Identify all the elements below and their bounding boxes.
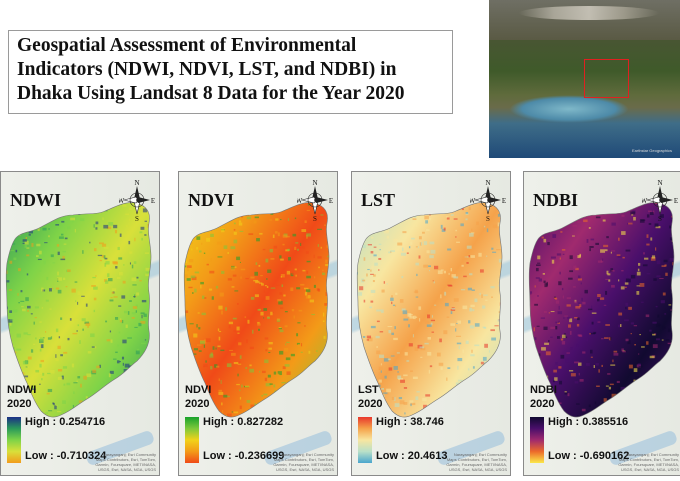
overview-delta (509, 95, 629, 123)
svg-text:E: E (151, 197, 155, 205)
svg-text:S: S (135, 215, 139, 222)
lst-map-panel: LST N S W E LST 2020 High : 38.746 Low : 20.4613… (351, 171, 511, 476)
svg-text:N: N (312, 179, 317, 187)
overview-credit: Earthstar Geographics (631, 148, 672, 153)
legend-color-ramp (7, 417, 21, 463)
legend-low: Low : -0.710324 (25, 450, 107, 462)
svg-text:S: S (486, 215, 490, 222)
lst-title: LST (361, 190, 396, 210)
legend-title: NDVI (185, 384, 212, 396)
map-credit: Narayanganj; Esri Community Maps Contrib… (618, 452, 679, 472)
svg-text:E: E (502, 197, 506, 205)
map-title-box: Geospatial Assessment of Environmental I… (8, 30, 453, 114)
legend-year: 2020 (530, 398, 555, 410)
svg-text:W: W (470, 197, 476, 205)
legend-high: High : 38.746 (376, 416, 444, 428)
legend-color-ramp (185, 417, 199, 463)
svg-text:E: E (329, 197, 333, 205)
ndvi-raster (183, 202, 330, 418)
study-area-box (584, 59, 629, 98)
legend-title: LST (358, 384, 379, 396)
legend-title: NDBI (530, 384, 557, 396)
legend-title: NDWI (7, 384, 37, 396)
north-arrow-icon: N S W E (297, 179, 333, 222)
map-credit: Narayanganj; Esri Community Maps Contrib… (273, 452, 334, 472)
legend-low: Low : -0.690162 (548, 450, 630, 462)
svg-text:W: W (119, 197, 125, 205)
svg-text:W: W (642, 197, 648, 205)
ndwi-title: NDWI (10, 190, 62, 210)
svg-text:N: N (134, 179, 139, 187)
legend-color-ramp (530, 417, 544, 463)
svg-text:E: E (674, 197, 678, 205)
legend-high: High : 0.385516 (548, 416, 629, 428)
map-credit: Narayanganj; Esri Community Maps Contrib… (446, 452, 507, 472)
ndvi-map-panel: NDVI N S W E NDVI 2020 High : 0.827282 Low : -0.… (178, 171, 338, 476)
ndbi-title: NDBI (533, 190, 579, 210)
north-arrow-icon: N S W E (119, 179, 155, 222)
svg-text:N: N (485, 179, 490, 187)
svg-text:N: N (657, 179, 662, 187)
legend-high: High : 0.254716 (25, 416, 106, 428)
map-credit: Narayanganj; Esri Community Maps Contrib… (95, 452, 156, 472)
legend-year: 2020 (7, 398, 32, 410)
ndvi-title: NDVI (188, 190, 235, 210)
legend-low: Low : 20.4613 (376, 450, 448, 462)
legend-high: High : 0.827282 (203, 416, 284, 428)
north-arrow-icon: N S W E (642, 179, 678, 222)
svg-text:S: S (313, 215, 317, 222)
legend-color-ramp (358, 417, 372, 463)
svg-text:S: S (658, 215, 662, 222)
lst-raster (356, 202, 503, 418)
ndbi-raster (528, 202, 675, 418)
ndwi-map-panel: NDWI N S W E NDWI 2020 High : 0.254716 Low : -0.… (0, 171, 160, 476)
legend-low: Low : -0.236699 (203, 450, 285, 462)
ndbi-map-panel: NDBI N S W E NDBI 2020 High : 0.385516 Low : -0.… (523, 171, 680, 476)
overview-map: Earthstar Geographics (489, 0, 680, 158)
ndwi-raster (5, 202, 152, 418)
legend-year: 2020 (358, 398, 383, 410)
overview-snow-range (519, 6, 659, 20)
legend-year: 2020 (185, 398, 210, 410)
map-title: Geospatial Assessment of Environmental I… (17, 35, 405, 104)
svg-text:W: W (297, 197, 303, 205)
north-arrow-icon: N S W E (470, 179, 506, 222)
